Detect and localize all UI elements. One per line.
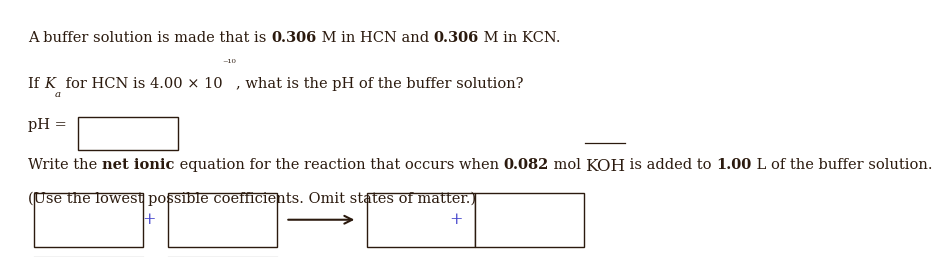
Text: +: + <box>449 211 463 228</box>
Text: is added to: is added to <box>625 158 716 172</box>
Text: equation for the reaction that occurs when: equation for the reaction that occurs wh… <box>175 158 503 172</box>
Text: ⁻¹⁰: ⁻¹⁰ <box>223 59 236 68</box>
Text: A buffer solution is made that is: A buffer solution is made that is <box>28 31 271 45</box>
Text: , what is the pH of the buffer solution?: , what is the pH of the buffer solution? <box>236 77 523 91</box>
Text: 0.082: 0.082 <box>503 158 548 172</box>
Text: +: + <box>143 211 156 228</box>
Text: K: K <box>44 77 55 91</box>
Text: M in KCN.: M in KCN. <box>478 31 560 45</box>
Text: mol: mol <box>548 158 584 172</box>
Text: 0.306: 0.306 <box>271 31 316 45</box>
Text: 1.00: 1.00 <box>716 158 750 172</box>
Text: M in HCN and: M in HCN and <box>316 31 433 45</box>
Text: L of the buffer solution.: L of the buffer solution. <box>750 158 931 172</box>
Text: KOH: KOH <box>584 158 625 175</box>
Text: Write the: Write the <box>28 158 102 172</box>
Text: for HCN is 4.00 × 10: for HCN is 4.00 × 10 <box>61 77 223 91</box>
Text: If: If <box>28 77 44 91</box>
Bar <box>366 193 475 247</box>
Text: a: a <box>55 90 61 99</box>
Bar <box>168 193 277 247</box>
Bar <box>34 193 143 247</box>
Text: 0.306: 0.306 <box>433 31 478 45</box>
Bar <box>475 193 583 247</box>
Text: pH =: pH = <box>28 118 67 132</box>
Bar <box>78 117 177 150</box>
Text: (Use the lowest possible coefficients. Omit states of matter.): (Use the lowest possible coefficients. O… <box>28 191 476 206</box>
Text: net ionic: net ionic <box>102 158 175 172</box>
